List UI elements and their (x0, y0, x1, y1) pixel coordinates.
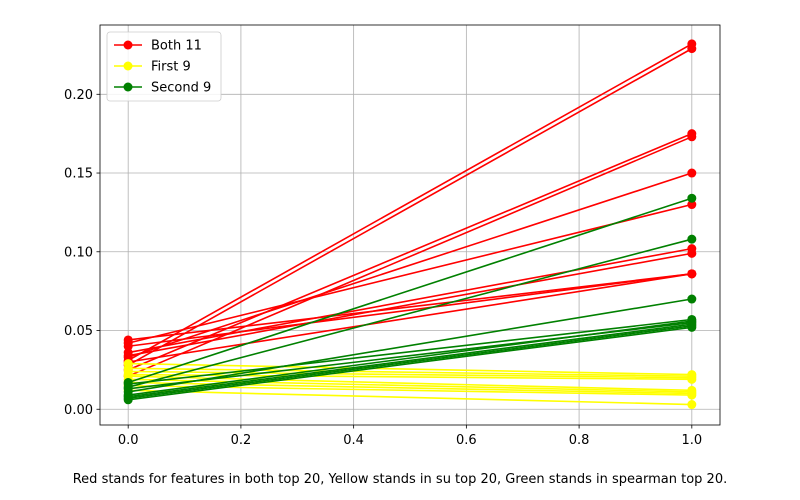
y-tick-label: 0.10 (64, 245, 93, 260)
data-point (687, 390, 697, 400)
data-point (123, 351, 133, 361)
series-line (128, 318, 692, 385)
series-group (123, 39, 697, 410)
legend-label: Both 11 (151, 39, 202, 54)
data-point (687, 44, 697, 54)
x-tick-label: 1.0 (681, 433, 702, 448)
y-tick-label: 0.15 (64, 167, 93, 182)
legend-swatch-marker (123, 61, 133, 71)
series-line (127, 47, 693, 366)
y-tick-label: 0.00 (64, 403, 93, 418)
series-line (128, 273, 692, 363)
data-point (687, 200, 697, 210)
series-line (127, 197, 693, 384)
series-line (128, 378, 692, 393)
figure-caption: Red stands for features in both top 20, … (72, 472, 728, 487)
data-point (123, 341, 133, 351)
x-tick-label: 0.2 (231, 433, 252, 448)
legend-swatch-marker (123, 82, 133, 92)
series-line (128, 389, 692, 406)
legend-box (106, 31, 222, 102)
data-point (687, 248, 697, 258)
series-line (128, 324, 692, 400)
data-point (687, 400, 697, 410)
series-line (128, 367, 692, 377)
legend: Both 11 First 9 Second 9 (106, 31, 222, 102)
x-tick-label: 0.0 (118, 433, 139, 448)
data-point (687, 269, 697, 279)
series-line (128, 323, 692, 398)
axis-ticks: 0.0 0.2 0.4 0.6 0.8 1.0 0.00 0.05 0.10 0.15 0.20 (64, 88, 702, 448)
series-line (128, 362, 692, 376)
data-point (687, 132, 697, 142)
series-line (128, 273, 692, 348)
x-tick-label: 0.8 (569, 433, 590, 448)
x-tick-label: 0.4 (343, 433, 364, 448)
data-point (687, 168, 697, 178)
y-tick-label: 0.20 (64, 88, 93, 103)
data-point (123, 395, 133, 405)
x-tick-label: 0.6 (456, 433, 477, 448)
series-line (128, 321, 692, 390)
series-line (128, 326, 692, 401)
series-line (127, 172, 693, 359)
data-point (687, 294, 697, 304)
series-line (128, 273, 692, 341)
data-point (687, 322, 697, 332)
series-line (128, 247, 692, 354)
series-line (128, 373, 692, 381)
series-line (127, 136, 693, 377)
plot-area-frame (99, 24, 721, 426)
data-point (123, 335, 133, 345)
y-tick-label: 0.05 (64, 324, 93, 339)
series-line (127, 132, 693, 371)
data-point (123, 384, 133, 394)
legend-label: First 9 (151, 60, 191, 75)
legend-swatch-marker (123, 40, 133, 50)
series-line (127, 43, 693, 362)
data-point (687, 234, 697, 244)
data-point (687, 193, 697, 203)
series-line (127, 203, 693, 344)
series-line (127, 238, 693, 388)
data-point (687, 374, 697, 384)
series-line (128, 298, 692, 393)
series-line (128, 252, 692, 357)
legend-label: Second 9 (151, 81, 211, 96)
